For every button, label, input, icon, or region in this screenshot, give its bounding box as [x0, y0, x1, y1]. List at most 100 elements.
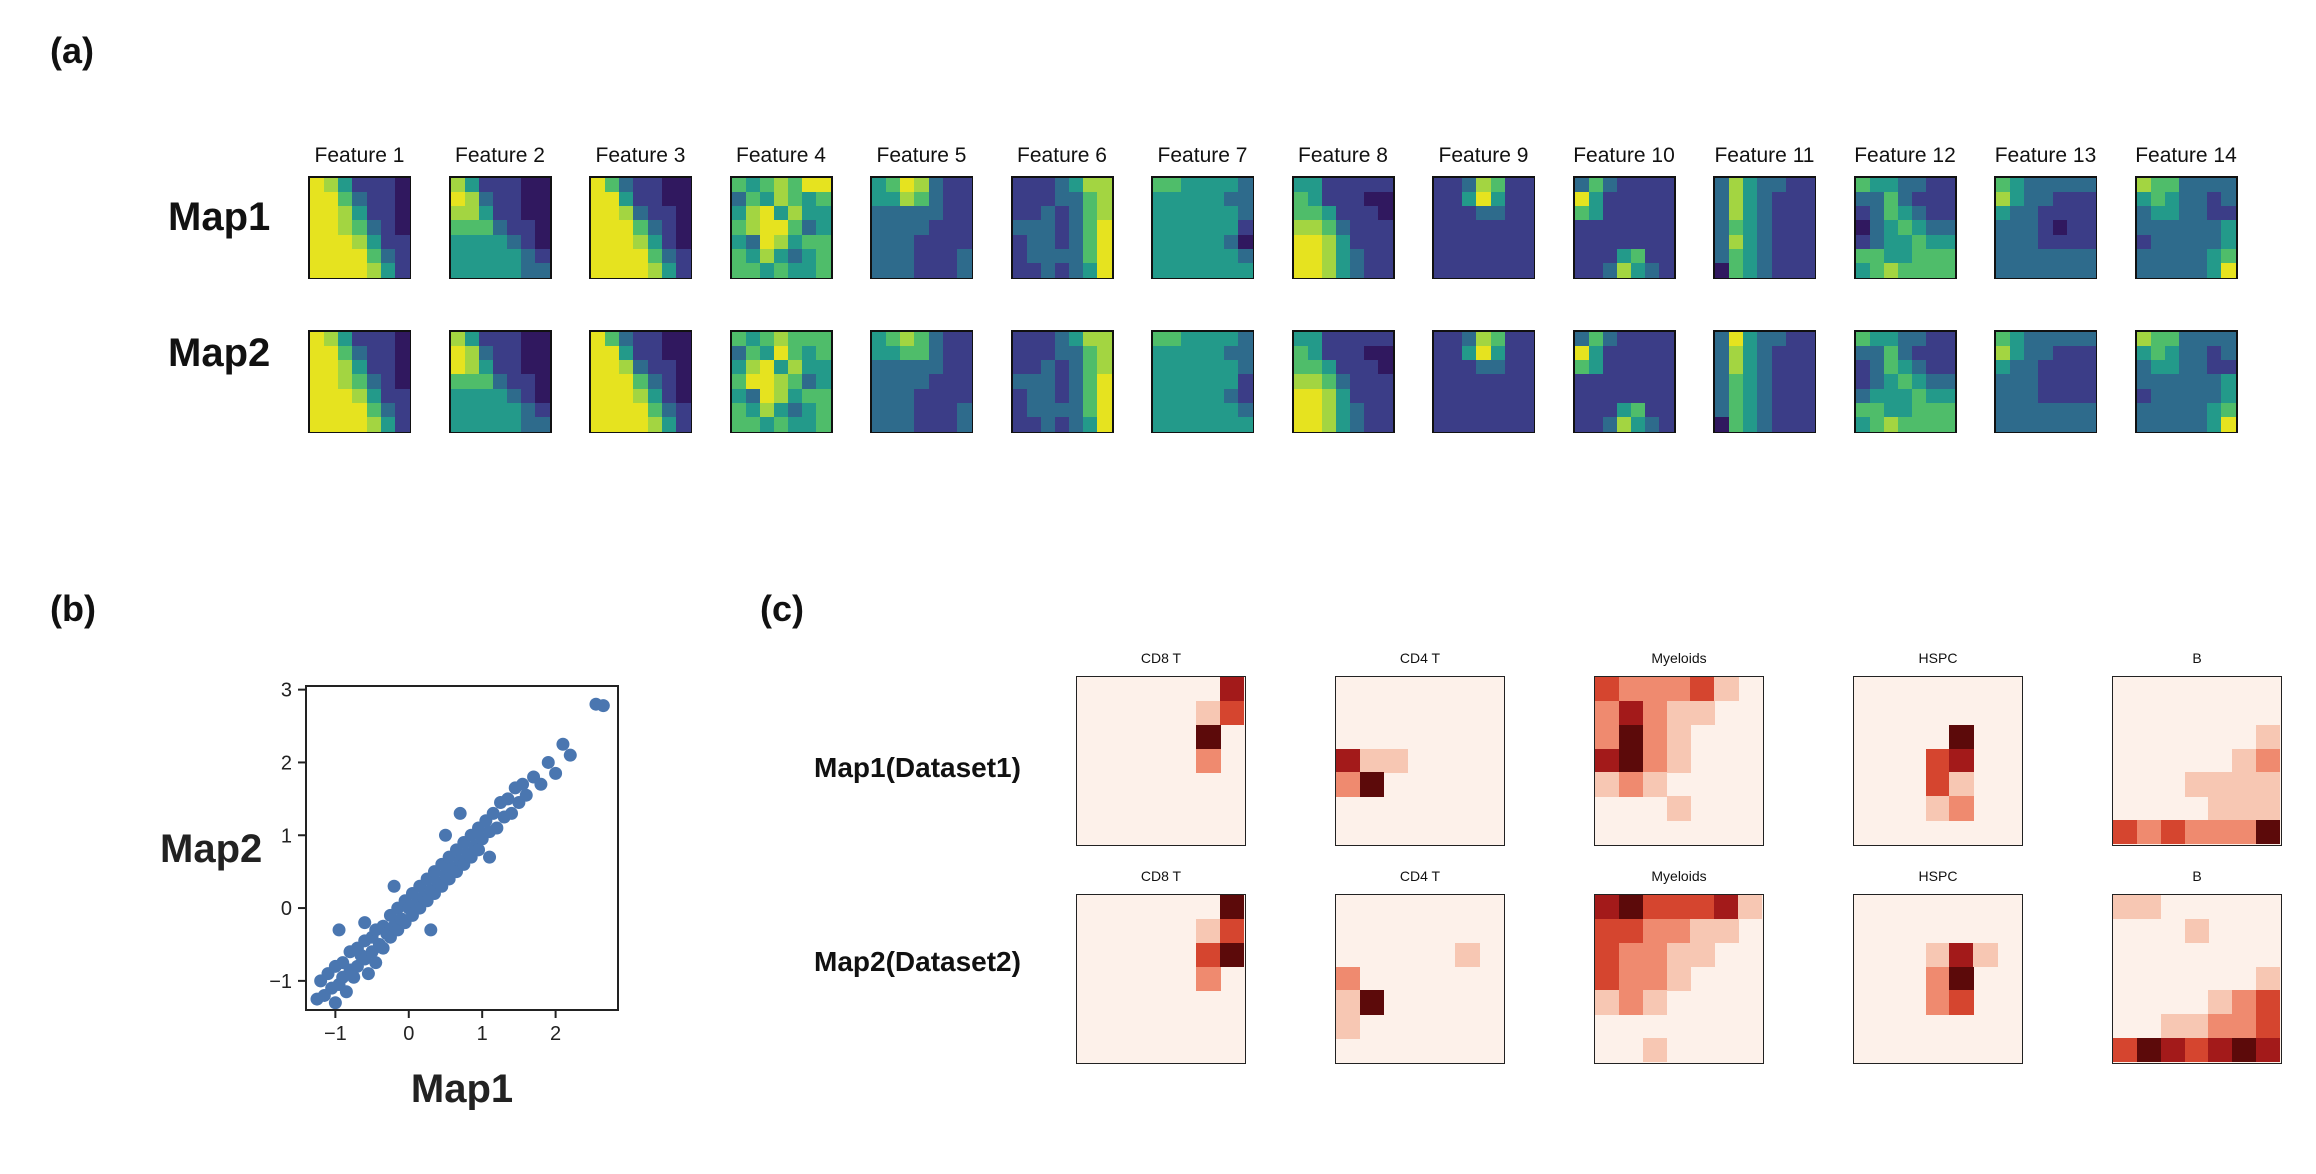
- heatmap-cell: [1912, 360, 1927, 376]
- heatmap-cell: [492, 388, 508, 404]
- heatmap-cell: [1167, 388, 1182, 404]
- heatmap-cell: [1490, 388, 1506, 404]
- heatmap-cell: [1097, 234, 1113, 250]
- heatmap-cell: [1883, 360, 1899, 376]
- heatmap-cell: [366, 206, 382, 222]
- heatmap-cell: [1209, 178, 1225, 193]
- heatmap-cell: [1940, 248, 1956, 264]
- heatmap-cell: [394, 374, 410, 390]
- heatmap-cell: [759, 388, 775, 404]
- heatmap-cell: [1518, 388, 1534, 404]
- heatmap-cell: [1153, 388, 1168, 404]
- heatmap-cell: [507, 248, 522, 264]
- heatmap-cell: [633, 416, 649, 432]
- heatmap-cell: [2164, 234, 2180, 250]
- heatmap-cell: [1195, 360, 1211, 376]
- heatmap-cell: [1293, 332, 1309, 347]
- heatmap-cell: [2136, 388, 2152, 404]
- heatmap-cell: [2052, 220, 2068, 236]
- heatmap-cell: [1940, 206, 1956, 222]
- heatmap-cell: [1771, 374, 1787, 390]
- heatmap-cell: [661, 360, 677, 376]
- heatmap-cell: [675, 206, 691, 222]
- heatmap-cell: [1897, 402, 1913, 418]
- heatmap-cell: [886, 332, 901, 347]
- heatmap-cell: [802, 332, 817, 347]
- heatmap-cell: [1167, 346, 1182, 361]
- heatmap-cell: [1595, 700, 1620, 726]
- heatmap-cell: [1293, 262, 1309, 278]
- heatmap-cell: [478, 262, 494, 278]
- heatmap-cell: [1054, 262, 1070, 278]
- heatmap-cell: [619, 234, 635, 250]
- heatmap-cell: [1940, 192, 1956, 207]
- heatmap-cell: [1616, 402, 1632, 418]
- heatmap-cell: [1350, 360, 1365, 376]
- heatmap-cell: [1574, 248, 1590, 264]
- heatmap-cell: [928, 178, 944, 193]
- heatmap-cell: [1771, 416, 1787, 432]
- heatmap-cell: [2052, 388, 2068, 404]
- heatmap-cell: [1518, 220, 1534, 236]
- feature-title: Feature 13: [1994, 144, 2097, 167]
- heatmap-cell: [759, 206, 775, 222]
- heatmap-cell: [1912, 248, 1927, 264]
- heatmap-cell: [1574, 178, 1590, 193]
- heatmap-cell: [2010, 192, 2025, 207]
- heatmap-cell: [394, 346, 410, 361]
- heatmap-cell: [1069, 402, 1084, 418]
- heatmap-cell: [1097, 374, 1113, 390]
- heatmap-cell: [1448, 248, 1463, 264]
- heatmap-cell: [1715, 346, 1730, 361]
- heatmap-cell: [1293, 248, 1309, 264]
- heatmap-cell: [900, 206, 916, 222]
- heatmap-cell: [1293, 178, 1309, 193]
- heatmap-cell: [1097, 220, 1113, 236]
- heatmap-cell: [1574, 220, 1590, 236]
- panel-c-label: (c): [760, 588, 804, 629]
- heatmap-cell: [1659, 360, 1675, 376]
- scatter-point: [563, 748, 577, 762]
- heatmap-cell: [2052, 248, 2068, 264]
- heatmap-cell: [2193, 346, 2208, 361]
- heatmap-cell: [1715, 374, 1730, 390]
- heatmap-cell: [872, 220, 887, 236]
- map1-heatmap: [870, 176, 973, 279]
- heatmap-cell: [450, 248, 466, 264]
- heatmap-cell: [1645, 360, 1660, 376]
- heatmap-cell: [1785, 416, 1801, 432]
- heatmap-cell: [2080, 374, 2096, 390]
- heatmap-cell: [2221, 192, 2237, 207]
- heatmap-cell: [1097, 248, 1113, 264]
- heatmap-cell: [1026, 374, 1042, 390]
- heatmap-cell: [1645, 220, 1660, 236]
- dataset2-heatmap: [1076, 894, 1246, 1064]
- heatmap-cell: [1462, 178, 1478, 193]
- heatmap-cell: [788, 332, 803, 347]
- heatmap-cell: [759, 374, 775, 390]
- heatmap-cell: [450, 178, 466, 193]
- heatmap-cell: [2066, 248, 2082, 264]
- heatmap-cell: [1069, 388, 1084, 404]
- heatmap-cell: [1855, 374, 1871, 390]
- heatmap-cell: [1574, 360, 1590, 376]
- heatmap-cell: [1026, 402, 1042, 418]
- heatmap-cell: [2024, 332, 2040, 347]
- scatter-point: [339, 985, 353, 999]
- heatmap-cell: [942, 416, 958, 432]
- heatmap-cell: [1293, 416, 1309, 432]
- heatmap-cell: [2256, 724, 2281, 750]
- heatmap-cell: [1490, 192, 1506, 207]
- heatmap-cell: [900, 234, 916, 250]
- heatmap-cell: [1883, 248, 1899, 264]
- heatmap-cell: [535, 332, 551, 347]
- heatmap-cell: [1690, 700, 1715, 726]
- heatmap-cell: [1618, 990, 1644, 1015]
- heatmap-cell: [1631, 332, 1646, 347]
- heatmap-cell: [872, 388, 887, 404]
- heatmap-cell: [2010, 374, 2025, 390]
- heatmap-cell: [900, 388, 916, 404]
- heatmap-cell: [1195, 416, 1211, 432]
- heatmap-cell: [1054, 178, 1070, 193]
- heatmap-cell: [1167, 262, 1182, 278]
